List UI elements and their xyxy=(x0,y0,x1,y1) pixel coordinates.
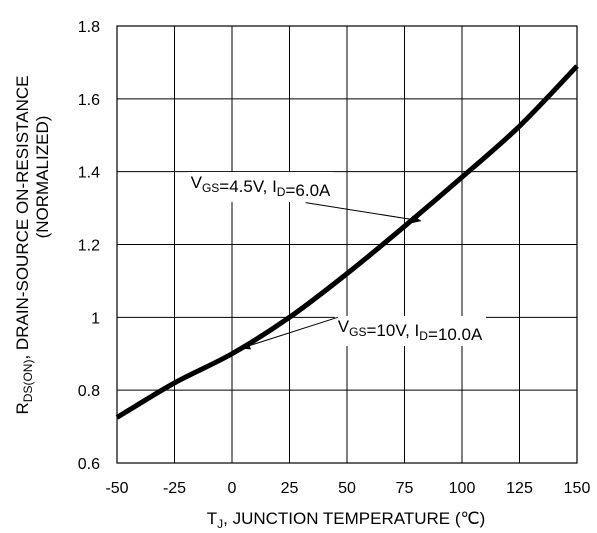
plot-frame xyxy=(116,25,578,464)
x-tick-label: 25 xyxy=(281,480,299,497)
x-tick-label: 150 xyxy=(564,480,591,497)
annotation-arrow xyxy=(305,202,422,224)
annotation-text: =10.0A xyxy=(428,325,483,344)
x-axis-title-main: T xyxy=(207,509,217,528)
annotation-background xyxy=(187,172,335,203)
y-tick-label: 1.8 xyxy=(78,19,100,36)
y-axis-title-line1: RDS(ON), DRAIN-SOURCE ON-RESISTANCE xyxy=(13,76,35,415)
x-tick-label: 75 xyxy=(396,480,414,497)
annotation-background xyxy=(334,315,486,346)
annotation-text: =6.0A xyxy=(285,181,331,200)
annotation-text: V xyxy=(191,173,203,192)
annotation-arrow xyxy=(240,316,338,350)
annotation-subscript: D xyxy=(419,329,428,343)
annotation-text: =4.5V, I xyxy=(219,177,277,196)
annotation-subscript: D xyxy=(277,185,286,199)
x-tick-label: -50 xyxy=(105,480,128,497)
x-tick-label: 0 xyxy=(228,480,237,497)
annotation-text: V xyxy=(338,317,350,336)
y-tick-labels: 0.6 0.8 1 1.2 1.4 1.6 1.8 xyxy=(78,19,100,473)
x-axis-title-rest: , JUNCTION TEMPERATURE (℃) xyxy=(223,509,485,528)
x-tick-label: 125 xyxy=(506,480,533,497)
y-tick-label: 1.4 xyxy=(78,165,100,182)
x-axis-title-sub: J xyxy=(217,517,223,531)
plot-border xyxy=(116,25,578,464)
grid xyxy=(116,25,578,464)
x-tick-labels: -50 -25 0 25 50 75 100 125 150 xyxy=(105,480,590,497)
annotation-subscript: GS xyxy=(349,325,366,339)
series-group xyxy=(115,64,579,420)
y-tick-label: 0.8 xyxy=(78,383,100,400)
x-axis-title: TJ, JUNCTION TEMPERATURE (℃) xyxy=(207,509,486,531)
annotation-1: VGS=10V, ID=10.0A xyxy=(240,315,486,350)
y-tick-label: 1.2 xyxy=(78,238,100,255)
x-tick-label: 50 xyxy=(338,480,356,497)
annotation-label: VGS=4.5V, ID=6.0A xyxy=(191,173,331,200)
y-tick-label: 0.6 xyxy=(78,456,100,473)
y-tick-label: 1.6 xyxy=(78,92,100,109)
annotation-label: VGS=10V, ID=10.0A xyxy=(338,317,483,344)
x-tick-label: -25 xyxy=(163,480,186,497)
y-tick-label: 1 xyxy=(91,310,100,327)
annotation-0: VGS=4.5V, ID=6.0A xyxy=(187,172,422,224)
series-line-0 xyxy=(115,64,579,420)
y-axis-title-line2: (NORMALIZED) xyxy=(33,116,52,239)
y-axis-title-sub: DS(ON) xyxy=(21,360,35,403)
y-axis-title-rest: , DRAIN-SOURCE ON-RESISTANCE xyxy=(13,76,32,360)
annotation-text: =10V, I xyxy=(366,321,419,340)
x-tick-label: 100 xyxy=(449,480,476,497)
y-axis-title-main: R xyxy=(13,402,32,414)
annotation-subscript: GS xyxy=(202,181,219,195)
